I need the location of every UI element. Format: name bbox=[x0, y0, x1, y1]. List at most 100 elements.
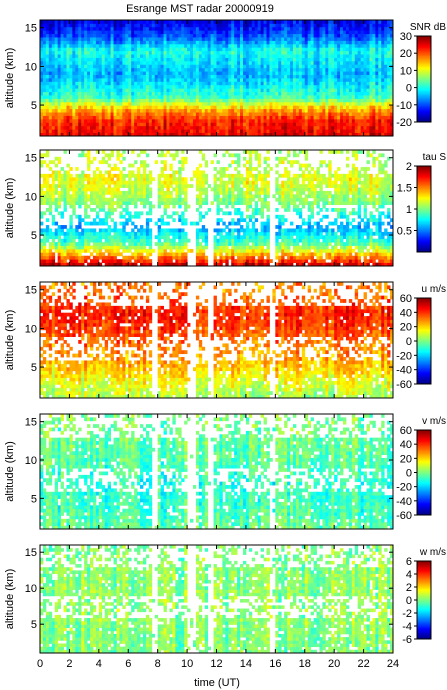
heatmap-cell bbox=[116, 184, 120, 188]
heatmap-cell bbox=[351, 132, 356, 137]
heatmap-cell bbox=[131, 228, 135, 233]
heatmap-cell bbox=[295, 132, 300, 137]
heatmap-cell bbox=[372, 101, 376, 106]
heatmap-cell bbox=[390, 67, 394, 72]
heatmap-cell bbox=[275, 40, 279, 45]
heatmap-cell bbox=[63, 91, 67, 96]
heatmap-cell bbox=[140, 259, 144, 263]
heatmap-cell bbox=[269, 57, 273, 62]
heatmap-cell bbox=[48, 187, 53, 192]
heatmap-cell bbox=[260, 74, 264, 79]
heatmap-cell bbox=[84, 105, 88, 110]
heatmap-cell bbox=[378, 122, 382, 127]
heatmap-cell bbox=[213, 57, 217, 62]
heatmap-cell bbox=[113, 242, 117, 246]
heatmap-cell bbox=[287, 101, 291, 106]
heatmap-cell bbox=[387, 23, 391, 28]
heatmap-cell bbox=[295, 54, 300, 58]
heatmap-cell bbox=[63, 177, 67, 182]
heatmap-cell bbox=[331, 108, 335, 113]
heatmap-cell bbox=[113, 112, 117, 116]
heatmap-cell bbox=[78, 108, 82, 113]
heatmap-cell bbox=[387, 98, 391, 103]
heatmap-cell bbox=[366, 129, 370, 133]
heatmap-cell bbox=[98, 228, 103, 233]
heatmap-cell bbox=[45, 67, 50, 72]
heatmap-cell bbox=[98, 108, 103, 113]
heatmap-cell bbox=[384, 105, 388, 110]
heatmap-cell bbox=[319, 47, 323, 52]
heatmap-cell bbox=[292, 81, 297, 86]
heatmap-cell bbox=[54, 228, 59, 233]
heatmap-cell bbox=[248, 98, 253, 103]
heatmap-cell bbox=[284, 118, 288, 123]
heatmap-cell bbox=[357, 108, 362, 113]
heatmap-cell bbox=[178, 122, 182, 127]
heatmap-cell bbox=[101, 177, 106, 182]
heatmap-cell bbox=[360, 71, 364, 75]
heatmap-cell bbox=[237, 64, 241, 69]
heatmap-cell bbox=[369, 98, 373, 103]
heatmap-cell bbox=[40, 122, 44, 127]
heatmap-cell bbox=[269, 81, 273, 86]
heatmap-cell bbox=[148, 20, 153, 24]
heatmap-cell bbox=[207, 71, 212, 75]
heatmap-cell bbox=[81, 187, 85, 192]
heatmap-cell bbox=[160, 78, 164, 82]
heatmap-cell bbox=[134, 197, 138, 202]
heatmap-cell bbox=[87, 43, 91, 48]
heatmap-cell bbox=[195, 64, 200, 69]
heatmap-cell bbox=[95, 50, 100, 55]
heatmap-cell bbox=[290, 50, 294, 55]
heatmap-cell bbox=[69, 242, 73, 246]
heatmap-cell bbox=[313, 115, 317, 120]
heatmap-cell bbox=[260, 112, 264, 116]
heatmap-cell bbox=[63, 112, 67, 116]
heatmap-cell bbox=[281, 43, 285, 48]
heatmap-cell bbox=[234, 129, 238, 133]
heatmap-cell bbox=[84, 259, 88, 263]
heatmap-cell bbox=[137, 170, 141, 175]
heatmap-cell bbox=[292, 108, 297, 113]
heatmap-cell bbox=[101, 173, 106, 178]
heatmap-cell bbox=[201, 122, 206, 127]
heatmap-cell bbox=[384, 40, 388, 45]
heatmap-cell bbox=[369, 71, 373, 75]
heatmap-cell bbox=[254, 33, 259, 38]
heatmap-cell bbox=[128, 211, 132, 216]
heatmap-cell bbox=[128, 184, 132, 188]
heatmap-cell bbox=[228, 74, 232, 79]
heatmap-cell bbox=[181, 23, 185, 28]
colorbar-frame bbox=[416, 35, 432, 123]
heatmap-cell bbox=[357, 105, 362, 110]
heatmap-cell bbox=[78, 67, 82, 72]
heatmap-cell bbox=[125, 23, 129, 28]
heatmap-cell bbox=[328, 101, 332, 106]
heatmap-cell bbox=[113, 81, 117, 86]
heatmap-cell bbox=[304, 67, 309, 72]
heatmap-cell bbox=[357, 115, 362, 120]
heatmap-cell bbox=[313, 105, 317, 110]
heatmap-cell bbox=[181, 112, 185, 116]
heatmap-cell bbox=[95, 33, 100, 38]
heatmap-cell bbox=[325, 23, 329, 28]
heatmap-cell bbox=[69, 252, 73, 257]
heatmap-cell bbox=[348, 47, 353, 52]
heatmap-cell bbox=[110, 91, 114, 96]
heatmap-cell bbox=[207, 40, 212, 45]
heatmap-cell bbox=[113, 60, 117, 65]
heatmap-cell bbox=[222, 129, 226, 133]
heatmap-cell bbox=[63, 204, 67, 209]
heatmap-cell bbox=[301, 132, 306, 137]
heatmap-cell bbox=[301, 91, 306, 96]
heatmap-cell bbox=[60, 67, 64, 72]
heatmap-cell bbox=[295, 64, 300, 69]
heatmap-cell bbox=[378, 84, 382, 89]
heatmap-cell bbox=[201, 20, 206, 24]
heatmap-cell bbox=[295, 74, 300, 79]
heatmap-cell bbox=[219, 101, 223, 106]
heatmap-cell bbox=[104, 50, 109, 55]
heatmap-cell bbox=[210, 54, 214, 58]
heatmap-cell bbox=[290, 132, 294, 137]
heatmap-cell bbox=[313, 112, 317, 116]
